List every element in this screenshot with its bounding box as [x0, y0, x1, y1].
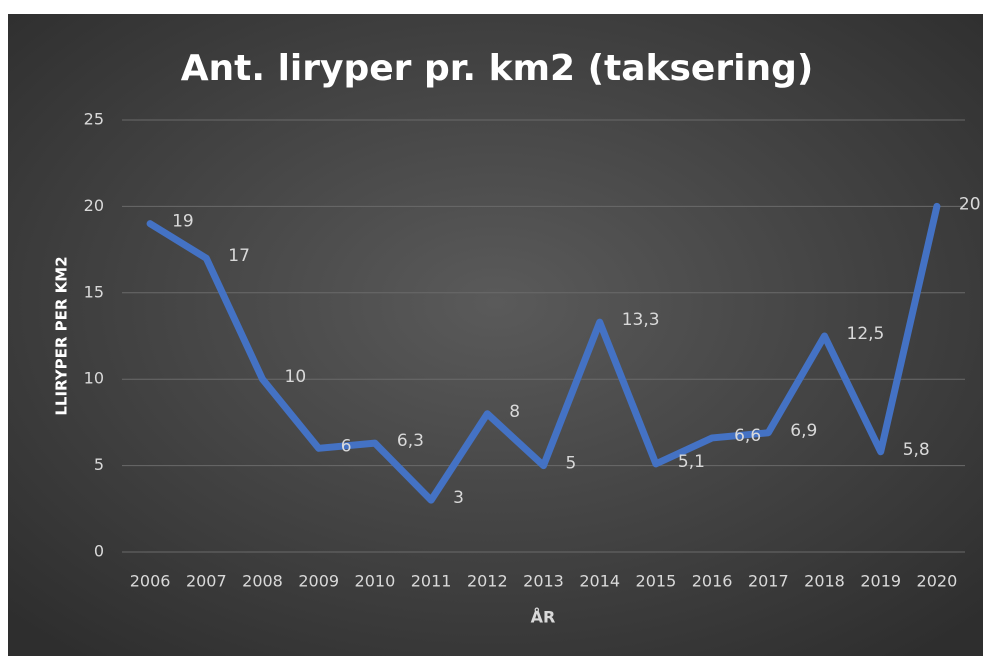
x-tick-label: 2015	[636, 572, 677, 591]
x-tick-label: 2008	[242, 572, 283, 591]
y-tick-label: 25	[84, 110, 104, 129]
data-label: 17	[228, 246, 250, 266]
x-tick-label: 2017	[748, 572, 789, 591]
y-axis-label: LLIRYPER PER KM2	[53, 256, 71, 415]
x-tick-label: 2010	[355, 572, 396, 591]
x-tick-label: 2011	[411, 572, 452, 591]
x-tick-label: 2012	[467, 572, 508, 591]
x-tick-label: 2018	[804, 572, 845, 591]
data-label: 5	[566, 454, 577, 474]
y-tick-label: 10	[84, 369, 104, 388]
data-label: 6,6	[734, 426, 761, 446]
data-label: 5,8	[903, 440, 930, 460]
x-tick-label: 2007	[186, 572, 227, 591]
data-label: 12,5	[847, 324, 885, 344]
data-label: 10	[285, 367, 307, 387]
data-label: 5,1	[678, 452, 705, 472]
x-tick-label: 2020	[917, 572, 958, 591]
data-label: 8	[509, 402, 520, 422]
data-label: 6,9	[790, 421, 817, 441]
data-label: 19	[172, 212, 194, 232]
data-label: 3	[453, 488, 464, 508]
y-tick-label: 15	[84, 282, 104, 301]
x-tick-label: 2014	[579, 572, 620, 591]
x-tick-label: 2019	[860, 572, 901, 591]
data-label: 6	[341, 436, 352, 456]
data-label: 6,3	[397, 431, 424, 451]
x-tick-label: 2009	[298, 572, 339, 591]
y-tick-label: 20	[84, 196, 104, 215]
y-tick-label: 5	[94, 455, 104, 474]
x-tick-label: 2006	[130, 572, 171, 591]
x-tick-label: 2016	[692, 572, 733, 591]
chart-background	[8, 14, 983, 656]
x-tick-label: 2013	[523, 572, 564, 591]
chart-title: Ant. liryper pr. km2 (taksering)	[181, 48, 814, 89]
data-line	[146, 202, 941, 504]
data-label: 13,3	[622, 310, 660, 330]
y-tick-label: 0	[94, 542, 104, 561]
x-axis-label: ÅR	[531, 608, 556, 627]
data-label: 20	[959, 194, 981, 214]
